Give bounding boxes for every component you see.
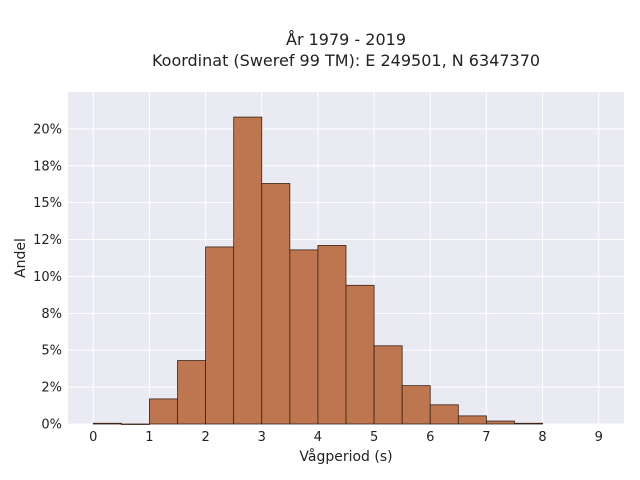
histogram-bar — [149, 398, 178, 425]
histogram-bar — [177, 360, 206, 425]
x-tick-label: 8 — [538, 430, 546, 445]
y-tick-label: 12% — [33, 233, 62, 248]
y-tick-label: 0% — [41, 418, 62, 433]
histogram-bar — [401, 385, 431, 425]
x-tick-label: 5 — [370, 430, 378, 445]
y-tick-label: 20% — [33, 122, 62, 137]
histogram-bar — [261, 183, 291, 425]
x-tick-label: 7 — [482, 430, 490, 445]
x-tick-label: 3 — [258, 430, 266, 445]
x-tick-label: 1 — [145, 430, 153, 445]
histogram-bar — [205, 246, 235, 425]
histogram-bar — [317, 245, 347, 425]
x-tick-label: 2 — [201, 430, 209, 445]
x-tick-label: 4 — [314, 430, 322, 445]
histogram-bar — [345, 284, 375, 425]
x-tick-label: 6 — [426, 430, 434, 445]
histogram-bar — [486, 420, 515, 425]
y-tick-label: 5% — [41, 344, 62, 359]
histogram-bar — [514, 422, 543, 425]
y-tick-label: 18% — [33, 159, 62, 174]
histogram-bar — [92, 422, 122, 425]
x-tick-label: 0 — [89, 430, 97, 445]
histogram-bar — [373, 345, 403, 425]
histogram-bar — [429, 404, 459, 425]
histogram-bar — [457, 415, 487, 425]
y-tick-label: 2% — [41, 381, 62, 396]
y-axis-ticks: 0% 2% 5% 8% 10% 12% 15% 18% 20% — [33, 122, 62, 432]
y-tick-label: 15% — [33, 196, 62, 211]
histogram-bar — [120, 423, 150, 425]
y-axis-label: Andel — [13, 238, 29, 278]
x-tick-label: 9 — [595, 430, 603, 445]
chart-title-line2: Koordinat (Sweref 99 TM): E 249501, N 63… — [152, 51, 540, 70]
y-tick-label: 10% — [33, 270, 62, 285]
histogram-bar — [289, 249, 319, 425]
chart-title-line1: År 1979 - 2019 — [286, 30, 406, 49]
histogram-bar — [233, 116, 263, 425]
bars — [92, 116, 543, 425]
x-axis-label: Vågperiod (s) — [299, 448, 392, 465]
y-tick-label: 8% — [41, 307, 62, 322]
x-axis-ticks: 0 1 2 3 4 5 6 7 8 9 — [89, 430, 603, 445]
